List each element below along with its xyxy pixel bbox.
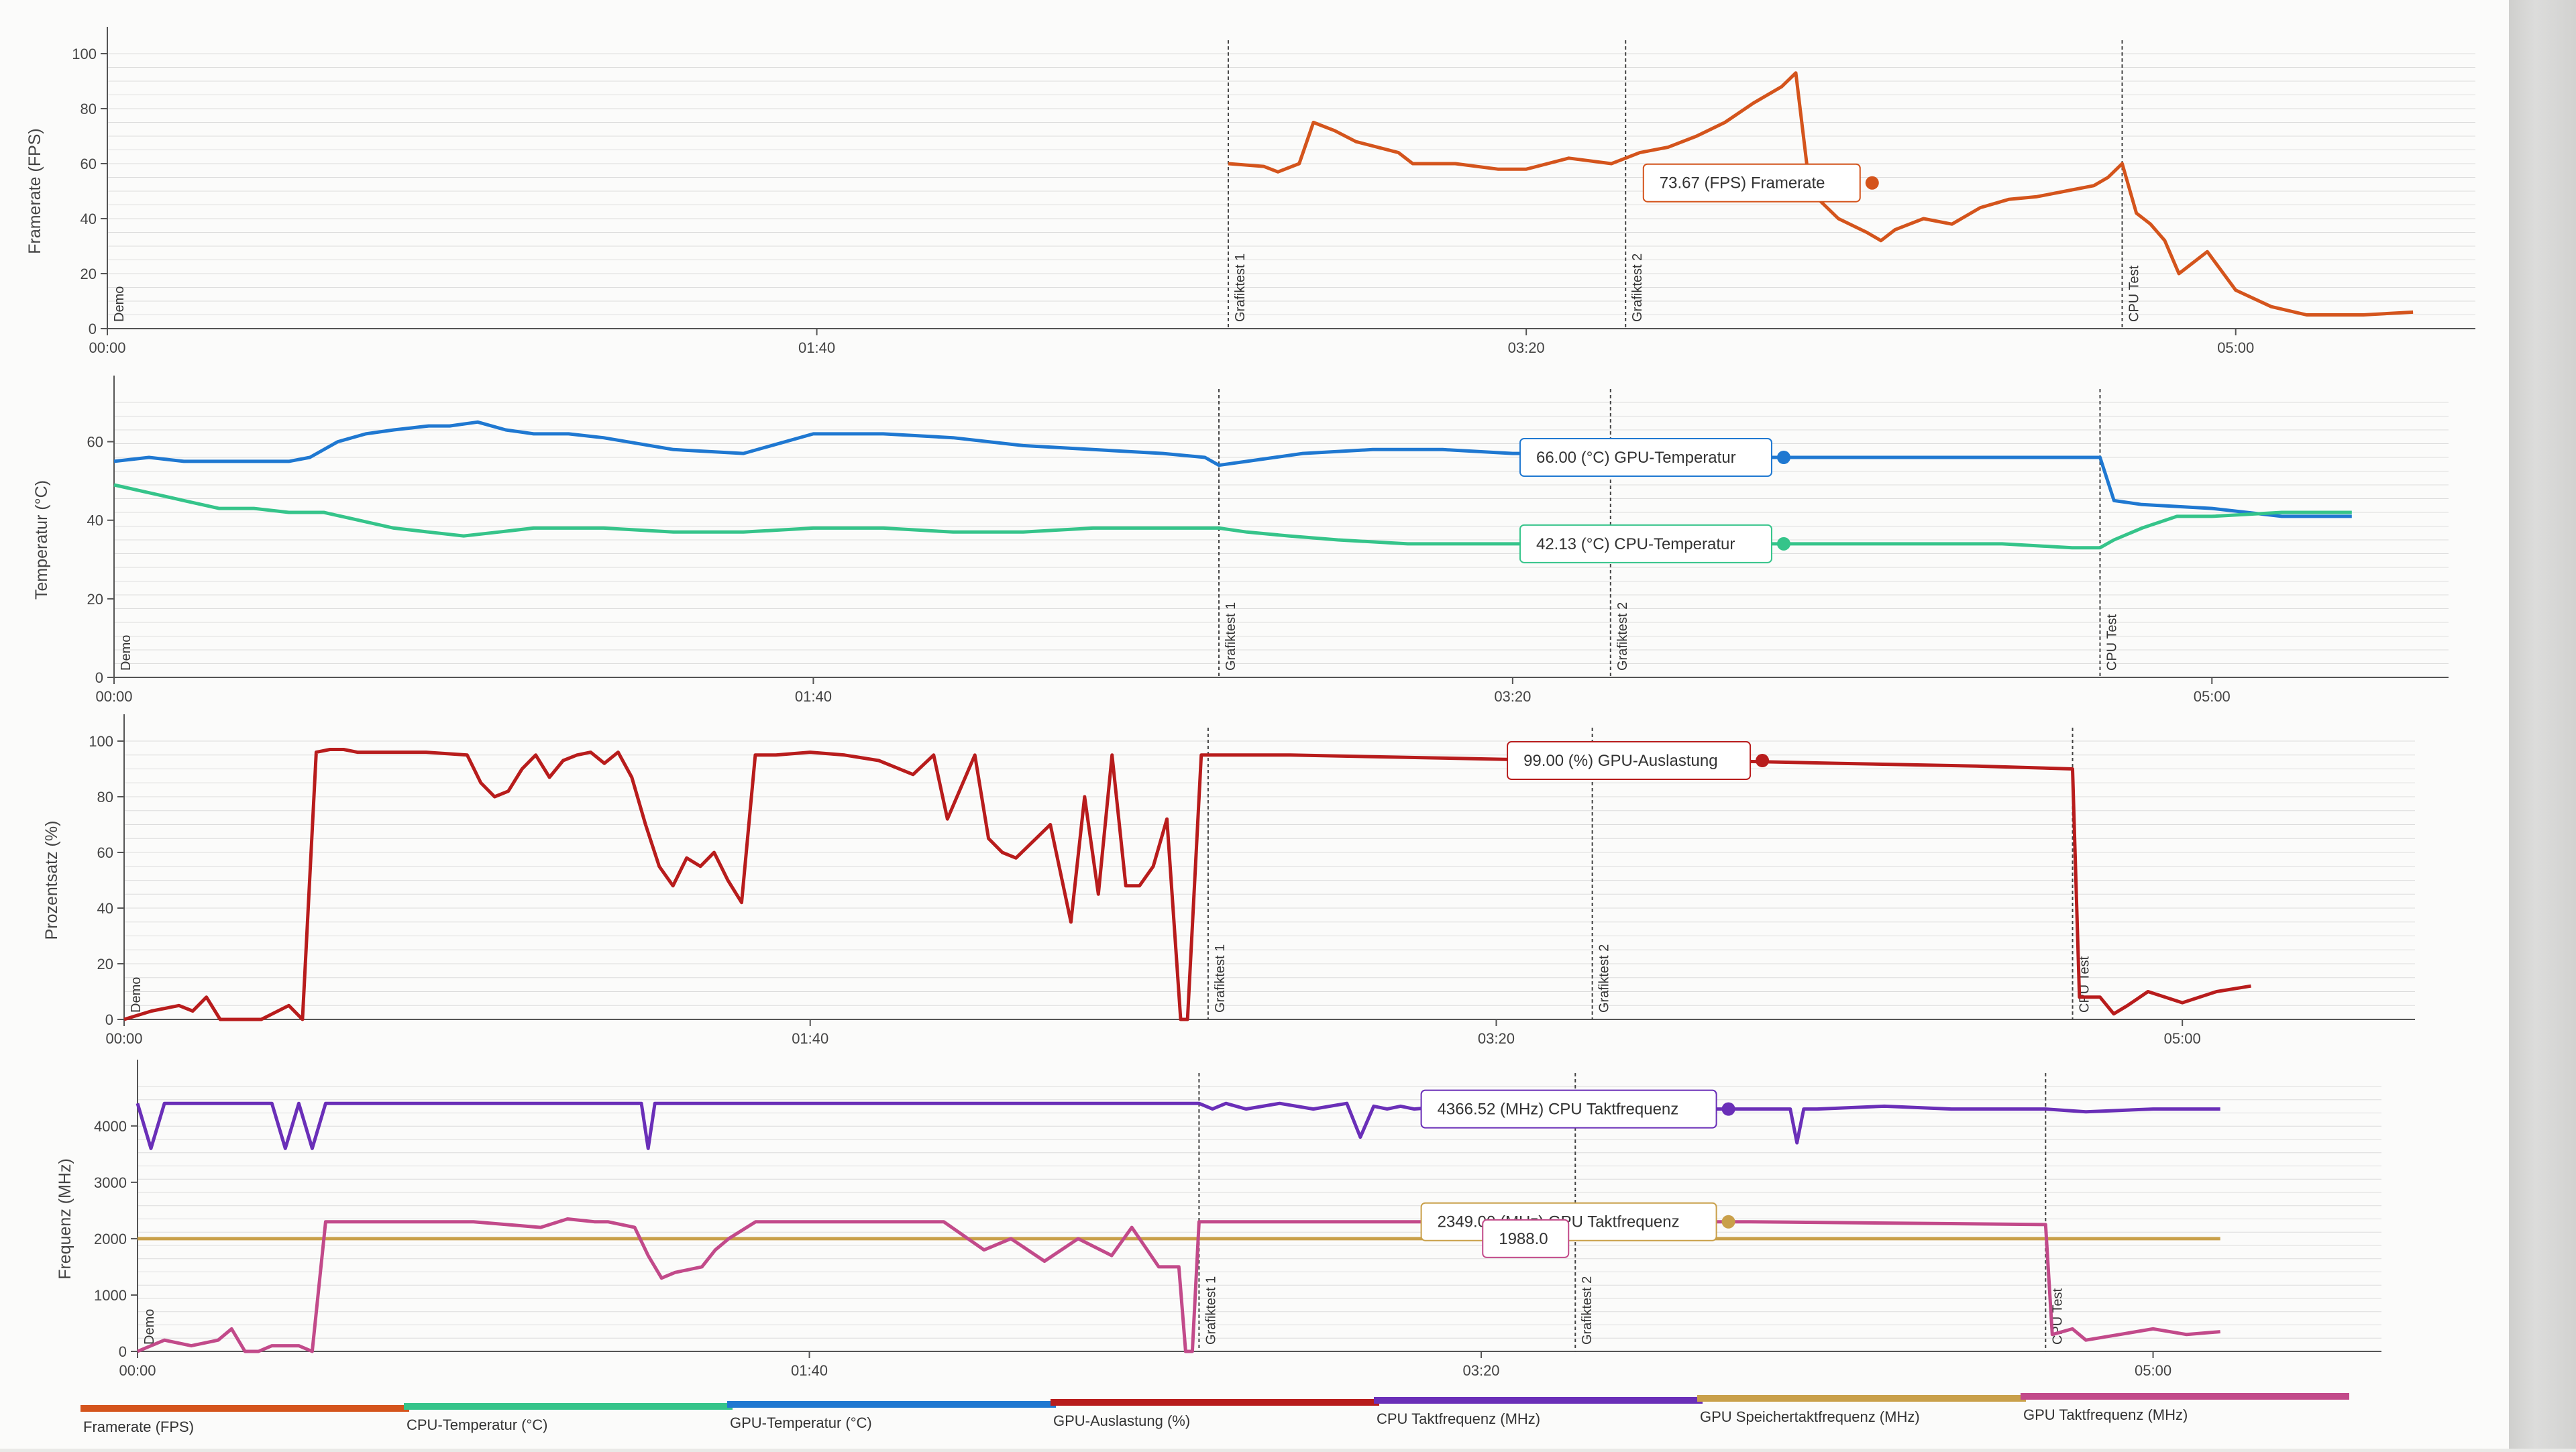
y-tick-label: 1000 bbox=[94, 1287, 127, 1304]
test-marker-label: Grafiktest 1 bbox=[1213, 944, 1228, 1013]
test-marker-label: Demo bbox=[142, 1309, 157, 1345]
x-tick-label: 05:00 bbox=[2135, 1362, 2171, 1379]
y-tick-label: 0 bbox=[89, 321, 97, 337]
x-tick-label: 00:00 bbox=[119, 1362, 156, 1379]
legend-swatch[interactable] bbox=[2021, 1393, 2349, 1400]
legend-swatch[interactable] bbox=[404, 1403, 733, 1410]
y-tick-label: 80 bbox=[97, 789, 113, 805]
tooltip bbox=[1420, 1089, 1717, 1129]
legend-swatch[interactable] bbox=[727, 1401, 1056, 1408]
y-tick-label: 40 bbox=[97, 900, 113, 917]
x-tick-label: 00:00 bbox=[105, 1030, 142, 1047]
test-marker-label: Grafiktest 2 bbox=[1630, 254, 1645, 322]
legend-label: Framerate (FPS) bbox=[83, 1418, 194, 1435]
series-line bbox=[136, 1101, 2220, 1150]
y-tick-label: 20 bbox=[87, 591, 103, 608]
test-marker-label: Grafiktest 2 bbox=[1597, 944, 1612, 1013]
hover-point bbox=[1865, 176, 1879, 190]
tooltip-text: 99.00 (%) GPU-Auslastung bbox=[1523, 752, 1717, 770]
legend-swatch[interactable] bbox=[80, 1405, 409, 1412]
y-tick-label: 4000 bbox=[94, 1118, 127, 1135]
y-axis-title: Temperatur (°C) bbox=[32, 480, 51, 600]
test-marker-label: Demo bbox=[119, 635, 133, 671]
monitor-bezel bbox=[2509, 0, 2576, 1449]
legend-swatch[interactable] bbox=[1051, 1399, 1379, 1406]
legend-label: CPU-Temperatur (°C) bbox=[407, 1416, 548, 1433]
x-tick-label: 03:20 bbox=[1478, 1030, 1515, 1047]
test-marker-label: Grafiktest 1 bbox=[1203, 1276, 1218, 1345]
hover-point bbox=[1721, 1215, 1735, 1229]
tooltip bbox=[1482, 1219, 1570, 1258]
y-tick-label: 60 bbox=[87, 434, 103, 451]
y-tick-label: 20 bbox=[97, 956, 113, 972]
hover-point bbox=[1721, 1102, 1735, 1116]
benchmark-charts: 0 20 40 60 80 100 Framerate (FPS) 00:00 01:40 03:… bbox=[25, 27, 2475, 1435]
test-marker-label: Demo bbox=[129, 977, 144, 1013]
legend-swatch[interactable] bbox=[1374, 1397, 1703, 1404]
test-marker-label: Demo bbox=[112, 286, 127, 322]
x-tick-label: 05:00 bbox=[2194, 688, 2231, 705]
series-line bbox=[123, 748, 2251, 1021]
legend-label: CPU Taktfrequenz (MHz) bbox=[1377, 1410, 1540, 1427]
tooltip-text: 1988.0 bbox=[1499, 1230, 1548, 1248]
series-line bbox=[113, 483, 2352, 550]
x-tick-label: 01:40 bbox=[798, 339, 835, 356]
y-tick-label: 60 bbox=[97, 844, 113, 861]
legend-label: GPU-Auslastung (%) bbox=[1053, 1412, 1190, 1429]
legend-swatch[interactable] bbox=[1697, 1395, 2026, 1402]
tooltip bbox=[1519, 524, 1772, 563]
y-tick-label: 100 bbox=[72, 46, 97, 62]
tooltip bbox=[1507, 741, 1752, 781]
test-marker-label: CPU Test bbox=[2127, 265, 2142, 322]
x-tick-label: 03:20 bbox=[1508, 339, 1545, 356]
tooltip-text: 42.13 (°C) CPU-Temperatur bbox=[1536, 535, 1735, 553]
monitor-screen: 0 20 40 60 80 100 Framerate (FPS) 00:00 01:40 03:… bbox=[0, 0, 2509, 1449]
x-tick-label: 00:00 bbox=[95, 688, 132, 705]
tooltip bbox=[1519, 438, 1772, 477]
y-tick-label: 80 bbox=[80, 101, 97, 117]
y-tick-label: 0 bbox=[119, 1343, 127, 1360]
y-tick-label: 40 bbox=[87, 512, 103, 529]
test-marker-label: Grafiktest 1 bbox=[1224, 602, 1238, 671]
y-axis-title: Framerate (FPS) bbox=[25, 128, 44, 254]
x-tick-label: 01:40 bbox=[792, 1030, 828, 1047]
test-marker-label: Grafiktest 1 bbox=[1233, 254, 1248, 322]
y-axis-title: Frequenz (MHz) bbox=[56, 1158, 74, 1280]
tooltip-text: 4366.52 (MHz) CPU Taktfrequenz bbox=[1438, 1101, 1679, 1119]
test-marker-label: CPU Test bbox=[2104, 614, 2119, 671]
y-tick-label: 100 bbox=[89, 733, 113, 750]
y-tick-label: 20 bbox=[80, 266, 97, 282]
x-tick-label: 03:20 bbox=[1494, 688, 1531, 705]
hover-point bbox=[1756, 754, 1770, 768]
legend-label: GPU-Temperatur (°C) bbox=[730, 1414, 872, 1431]
x-tick-label: 05:00 bbox=[2164, 1030, 2201, 1047]
hover-point bbox=[1776, 451, 1790, 464]
y-tick-label: 0 bbox=[105, 1011, 113, 1028]
y-tick-label: 60 bbox=[80, 156, 97, 172]
y-tick-label: 3000 bbox=[94, 1174, 127, 1191]
x-tick-label: 01:40 bbox=[791, 1362, 828, 1379]
series-line bbox=[1228, 71, 2414, 317]
legend-label: GPU Taktfrequenz (MHz) bbox=[2023, 1406, 2188, 1423]
y-tick-label: 2000 bbox=[94, 1231, 127, 1247]
test-marker-label: Grafiktest 2 bbox=[1615, 602, 1630, 671]
tooltip-text: 73.67 (FPS) Framerate bbox=[1660, 174, 1825, 192]
tooltip bbox=[1642, 163, 1861, 203]
series-line bbox=[113, 420, 2352, 518]
tooltip-text: 66.00 (°C) GPU-Temperatur bbox=[1536, 449, 1736, 467]
y-tick-label: 40 bbox=[80, 211, 97, 227]
x-tick-label: 05:00 bbox=[2217, 339, 2254, 356]
legend-label: GPU Speichertaktfrequenz (MHz) bbox=[1700, 1408, 1920, 1425]
y-axis-title: Prozentsatz (%) bbox=[42, 821, 61, 940]
test-marker-label: Grafiktest 2 bbox=[1580, 1276, 1595, 1345]
y-tick-label: 0 bbox=[95, 669, 103, 686]
x-tick-label: 00:00 bbox=[89, 339, 125, 356]
x-tick-label: 01:40 bbox=[795, 688, 832, 705]
hover-point bbox=[1776, 537, 1790, 551]
x-tick-label: 03:20 bbox=[1462, 1362, 1499, 1379]
